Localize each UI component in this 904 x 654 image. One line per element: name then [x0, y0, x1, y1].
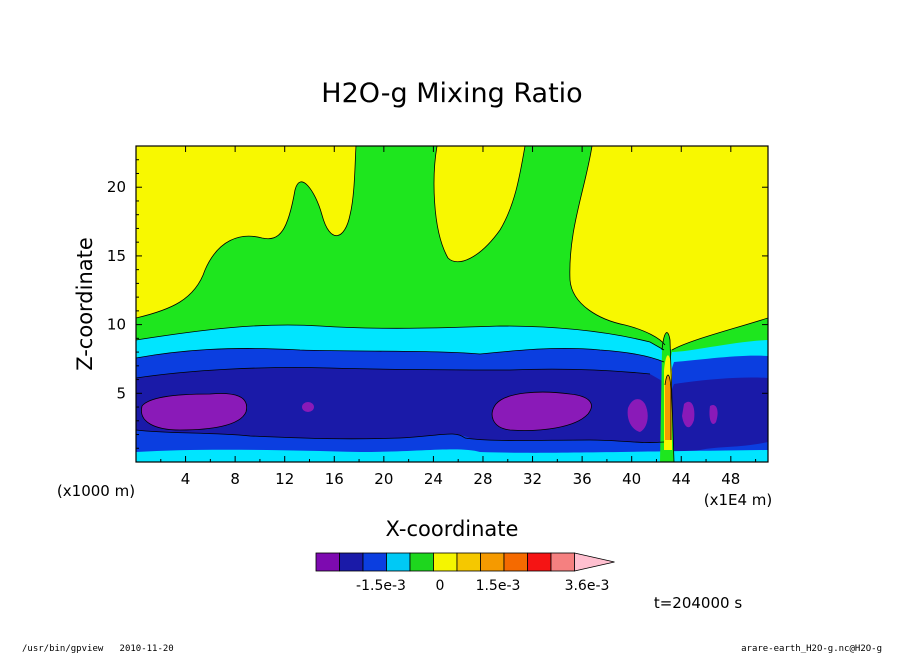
colorbar-segment — [315, 552, 340, 572]
field-band-dark-blue — [136, 367, 768, 452]
z-units-label: (x1000 m) — [57, 482, 135, 500]
colorbar-labels: -1.5e-3 0 1.5e-3 3.6e-3 — [356, 578, 609, 594]
colorbar-segment — [339, 552, 364, 572]
x-tick-label: 8 — [230, 470, 240, 488]
colorbar-segment — [503, 552, 528, 572]
colorbar-level-label: 3.6e-3 — [565, 578, 610, 594]
colorbar-segment — [456, 552, 481, 572]
y-tick-label: 20 — [107, 178, 126, 196]
colorbar-segment — [480, 552, 505, 572]
y-tick-label: 10 — [107, 316, 126, 334]
x-tick-label: 36 — [573, 470, 592, 488]
colorbar-segment — [386, 552, 411, 572]
footer-right: arare-earth_H2O-g.nc@H2O-g — [741, 644, 882, 654]
contour-field — [136, 146, 768, 462]
x-axis-label: X-coordinate — [386, 517, 519, 541]
x-units-label: (x1E4 m) — [704, 491, 773, 509]
contour-lines — [136, 146, 768, 462]
colorbar-arrow — [574, 552, 615, 572]
x-tick-label: 32 — [523, 470, 542, 488]
colorbar — [315, 552, 615, 572]
chart-title: H2O-g Mixing Ratio — [321, 78, 582, 109]
field-blob-purple-mid — [492, 392, 592, 431]
colorbar-segment — [527, 552, 552, 572]
field-blob-purple-left — [141, 393, 247, 430]
field-spike-orange — [665, 374, 671, 440]
x-ticks: 4 8 12 16 20 24 28 32 36 40 44 48 — [160, 146, 757, 488]
x-tick-label: 48 — [721, 470, 740, 488]
colorbar-level-label: 0 — [436, 578, 445, 594]
x-tick-label: 24 — [424, 470, 443, 488]
field-blob-purple-small — [302, 402, 314, 412]
x-tick-label: 12 — [275, 470, 294, 488]
field-band-cyan-lower — [136, 449, 768, 462]
y-ticks: 5 10 15 20 — [107, 159, 768, 449]
colorbar-segment — [362, 552, 387, 572]
plot-frame — [135, 145, 769, 463]
y-tick-label: 5 — [116, 384, 126, 402]
time-label: t=204000 s — [654, 594, 742, 612]
y-axis-label: Z-coordinate — [73, 237, 97, 371]
colorbar-segment — [409, 552, 434, 572]
x-tick-label: 20 — [374, 470, 393, 488]
x-tick-label: 16 — [325, 470, 344, 488]
x-tick-label: 40 — [622, 470, 641, 488]
colorbar-level-label: 1.5e-3 — [476, 578, 521, 594]
field-blob-purple-right — [627, 399, 718, 432]
x-tick-label: 44 — [672, 470, 691, 488]
y-tick-label: 15 — [107, 247, 126, 265]
colorbar-level-label: -1.5e-3 — [356, 578, 406, 594]
x-tick-label: 28 — [473, 470, 492, 488]
x-tick-label: 4 — [181, 470, 191, 488]
colorbar-segment — [550, 552, 575, 572]
footer-left: /usr/bin/gpview 2010-11-20 — [22, 644, 174, 654]
colorbar-segment — [433, 552, 458, 572]
